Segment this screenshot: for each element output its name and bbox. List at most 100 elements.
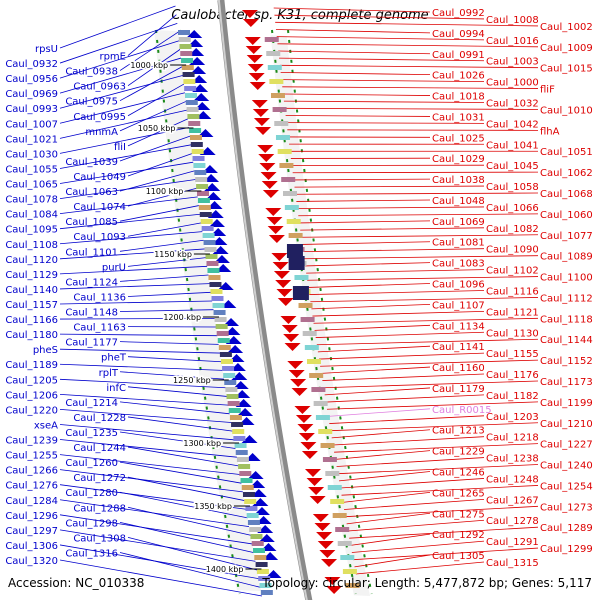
feature-block-forward xyxy=(236,457,249,462)
reverse-connector xyxy=(283,93,431,96)
forward-gene-label: Caul_1007 xyxy=(5,119,58,130)
ruler-label: 1000 kbp xyxy=(130,61,168,70)
reverse-connector xyxy=(292,171,539,174)
forward-connector xyxy=(59,179,196,199)
forward-gene-label: Caul_1129 xyxy=(5,270,58,281)
feature-block-forward xyxy=(190,142,203,147)
forward-connector xyxy=(119,274,209,282)
forward-gene-label: Caul_1316 xyxy=(65,548,118,559)
forward-connector xyxy=(59,393,229,406)
forward-connector xyxy=(59,109,188,139)
reverse-connector xyxy=(318,352,485,360)
reverse-gene-label: Caul_1089 xyxy=(540,252,593,263)
reverse-connector xyxy=(324,387,431,396)
forward-connector xyxy=(59,348,221,354)
reverse-gene-label: Caul_1010 xyxy=(540,105,593,116)
forward-gene-label: Caul_1095 xyxy=(5,225,58,236)
forward-connector xyxy=(59,529,256,562)
reverse-connector xyxy=(305,262,431,267)
feature-block-forward xyxy=(256,569,269,574)
reverse-connector xyxy=(320,359,539,367)
forward-connector xyxy=(59,75,184,109)
reverse-gene-arrow xyxy=(276,289,293,297)
feature-block-forward xyxy=(200,219,213,224)
forward-gene-label: Caul_0975 xyxy=(65,97,118,108)
reverse-connector xyxy=(335,450,431,460)
feature-block-forward xyxy=(214,317,227,322)
forward-connector xyxy=(59,424,235,441)
forward-gene-label: purU xyxy=(102,262,126,273)
reverse-connector xyxy=(293,178,431,181)
reverse-gene-label: Caul_1130 xyxy=(486,328,539,339)
feature-block-reverse xyxy=(304,345,319,350)
reverse-gene-arrow xyxy=(272,262,289,270)
reverse-gene-label: Caul_1278 xyxy=(486,516,539,527)
forward-connector xyxy=(59,378,226,389)
feature-block-forward xyxy=(218,345,231,350)
feature-block-forward xyxy=(241,485,254,490)
reverse-connector xyxy=(316,338,539,346)
forward-gene-label: Caul_1272 xyxy=(73,473,126,484)
reverse-gene-label: Caul_0994 xyxy=(432,29,485,40)
forward-connector xyxy=(59,409,232,423)
reverse-connector xyxy=(307,276,539,281)
forward-connector xyxy=(119,101,187,132)
reverse-gene-label: Caul_1240 xyxy=(540,461,593,472)
reverse-gene-label: Caul_1121 xyxy=(486,307,539,318)
forward-connector xyxy=(59,559,263,597)
feature-block-forward xyxy=(251,541,264,546)
reverse-gene-label: Caul_1289 xyxy=(540,523,593,534)
feature-block-forward xyxy=(235,450,248,455)
forward-gene-label: Caul_0956 xyxy=(5,74,58,85)
feature-block-forward xyxy=(216,331,229,336)
forward-connector xyxy=(127,187,197,207)
feature-block-reverse xyxy=(300,317,315,322)
forward-gene-label: Caul_1189 xyxy=(5,360,58,371)
feature-block-forward xyxy=(255,562,268,567)
feature-block-reverse xyxy=(340,555,355,560)
feature-block-forward xyxy=(212,303,225,308)
feature-block-forward xyxy=(239,471,252,476)
reverse-gene-arrow xyxy=(262,190,279,198)
reverse-connector xyxy=(277,43,539,48)
reverse-gene-label: Caul_1081 xyxy=(432,238,485,249)
reverse-connector xyxy=(273,7,431,13)
feature-block-reverse xyxy=(298,303,313,308)
feature-block-forward xyxy=(188,121,201,126)
genome-backbone-highlight xyxy=(217,0,308,600)
forward-gene-label: Caul_1021 xyxy=(5,134,58,145)
feature-block-forward xyxy=(217,338,230,343)
reverse-connector xyxy=(276,36,485,41)
reverse-gene-label: Caul_1291 xyxy=(486,537,539,548)
reverse-gene-label: Caul_1100 xyxy=(540,273,593,284)
reverse-gene-label: Caul_1152 xyxy=(540,356,593,367)
reverse-connector xyxy=(326,401,539,410)
feature-block-forward xyxy=(207,268,220,273)
forward-gene-label: Caul_1306 xyxy=(5,541,58,552)
reverse-gene-label: Caul_1107 xyxy=(432,300,485,311)
forward-connector xyxy=(127,49,181,86)
forward-connector xyxy=(59,283,210,290)
reverse-connector xyxy=(279,64,539,69)
feature-block-reverse xyxy=(286,219,301,224)
reverse-gene-arrow xyxy=(300,442,317,450)
feature-block-forward xyxy=(178,37,191,42)
reverse-gene-arrow xyxy=(257,145,274,153)
forward-connector xyxy=(59,333,218,337)
reverse-gene-label: Caul_1031 xyxy=(432,112,485,123)
reverse-connector xyxy=(346,512,431,525)
feature-block-forward xyxy=(209,282,222,287)
feature-block-reverse xyxy=(266,51,281,56)
forward-connector xyxy=(59,317,215,320)
reverse-connector xyxy=(355,561,485,575)
reverse-gene-label: Caul_1038 xyxy=(432,175,485,186)
forward-connector xyxy=(59,161,194,184)
reverse-gene-arrow xyxy=(252,109,269,117)
forward-gene-label: Caul_1078 xyxy=(5,195,58,206)
feature-block-reverse xyxy=(327,485,342,490)
feature-block-forward xyxy=(195,177,208,182)
feature-block-reverse xyxy=(311,387,326,392)
reverse-gene-label: Caul_1015 xyxy=(540,64,593,75)
reverse-gene-label: Caul_1008 xyxy=(486,15,539,26)
accession-text: Accession: NC_010338 xyxy=(8,576,145,590)
